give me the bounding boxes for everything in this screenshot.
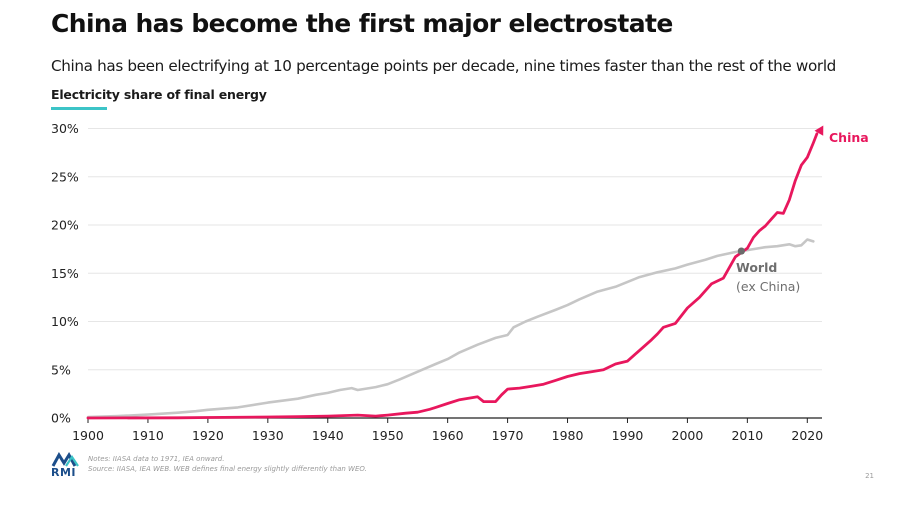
- grid-lines: [88, 128, 822, 371]
- chart-label: Electricity share of final energy: [51, 87, 267, 102]
- y-tick-label: 15%: [51, 266, 79, 281]
- y-tick-label: 5%: [51, 362, 71, 377]
- rmi-logo-text: RMI: [51, 466, 77, 479]
- x-tick-label: 1970: [492, 428, 524, 443]
- x-tick-label: 2000: [672, 428, 704, 443]
- x-tick-label: 1920: [192, 428, 224, 443]
- world-sublabel: (ex China): [736, 279, 800, 294]
- footnotes: Notes: IIASA data to 1971, IEA onward. S…: [88, 454, 367, 474]
- y-tick-label: 10%: [51, 314, 79, 329]
- axes: 0% 5% 10% 15% 20% 25% 30% 1900 1910 1920 1930 1940 1…: [51, 121, 823, 443]
- series-line-china: [86, 132, 819, 420]
- y-tick-label: 0%: [51, 411, 71, 426]
- x-tick-label: 2010: [731, 428, 763, 443]
- y-tick-label: 20%: [51, 218, 79, 233]
- page-subtitle: China has been electrifying at 10 percen…: [51, 57, 836, 75]
- chart-label-underline: [51, 107, 107, 110]
- x-tick-label: 1960: [432, 428, 464, 443]
- china-arrowhead: [814, 125, 824, 136]
- world-label: World: [736, 260, 777, 275]
- x-tick-label: 1930: [252, 428, 284, 443]
- annotations: World (ex China) China: [736, 130, 869, 294]
- page-title: China has become the first major electro…: [51, 9, 673, 38]
- page-number: 21: [865, 472, 874, 480]
- x-tick-label: 2020: [791, 428, 823, 443]
- x-tick-label: 1940: [312, 428, 344, 443]
- x-tick-label: 1980: [552, 428, 584, 443]
- x-tick-label: 1950: [372, 428, 404, 443]
- y-tick-label: 25%: [51, 169, 79, 184]
- china-label: China: [829, 130, 869, 145]
- series-lines: [86, 125, 824, 420]
- notes-line: Notes: IIASA data to 1971, IEA onward.: [88, 455, 225, 463]
- rmi-logo-icon: [51, 452, 79, 467]
- series-line-world: [86, 238, 815, 419]
- x-tick-label: 1910: [132, 428, 164, 443]
- x-tick-label: 1990: [612, 428, 644, 443]
- x-tick-label: 1900: [72, 428, 104, 443]
- world-marker: [737, 247, 745, 255]
- source-line: Source: IIASA, IEA WEB. WEB defines fina…: [88, 465, 367, 473]
- y-tick-label: 30%: [51, 121, 79, 136]
